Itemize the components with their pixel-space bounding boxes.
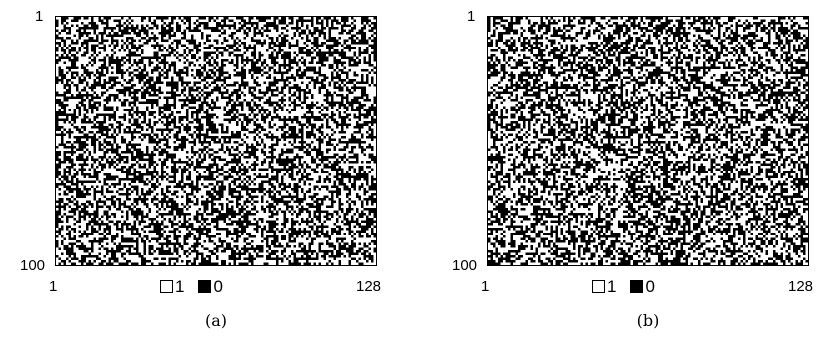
y-tick-label-bottom-b: 100 (452, 257, 478, 274)
y-tick-label-bottom-a: 100 (20, 257, 46, 274)
panel-caption-a: (a) (204, 311, 228, 330)
chart-panel-a: 1 100 1 128 1 0 (a) (0, 0, 400, 338)
heatmap-grid-a (56, 17, 376, 265)
legend-swatch-black-b (630, 280, 644, 293)
legend-label-zero-b: 0 (645, 277, 655, 296)
legend-b: 1 0 (592, 278, 655, 295)
heatmap-grid-b (488, 17, 808, 265)
legend-label-one-a: 1 (175, 277, 185, 296)
legend-a: 1 0 (160, 278, 223, 295)
legend-label-one-b: 1 (607, 277, 617, 296)
legend-swatch-white-a (160, 280, 173, 293)
x-tick-label-left-b: 1 (481, 278, 490, 295)
panel-caption-b: (b) (636, 311, 660, 330)
y-tick-label-top-a: 1 (35, 8, 44, 25)
x-tick-label-right-a: 128 (356, 278, 382, 295)
y-tick-label-top-b: 1 (467, 8, 476, 25)
heatmap-plot-area-b (487, 16, 809, 266)
legend-swatch-black-a (198, 280, 212, 293)
chart-panel-b: 1 100 1 128 1 0 (b) (432, 0, 824, 338)
legend-swatch-white-b (592, 280, 605, 293)
x-tick-label-right-b: 128 (788, 278, 814, 295)
heatmap-plot-area-a (55, 16, 377, 266)
legend-label-zero-a: 0 (213, 277, 223, 296)
x-tick-label-left-a: 1 (49, 278, 58, 295)
